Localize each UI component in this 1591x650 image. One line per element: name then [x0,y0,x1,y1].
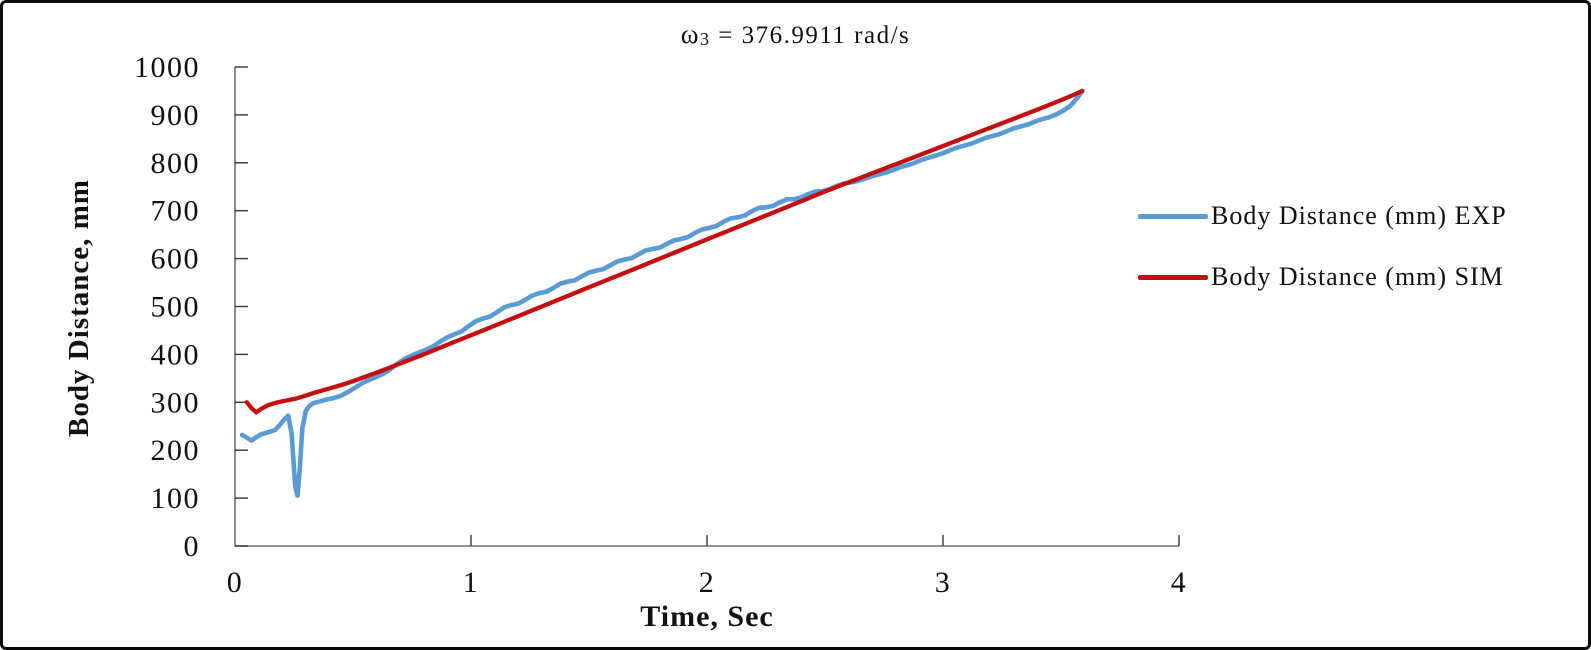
series-line-exp [239,88,1085,498]
legend-line-sim-icon [1138,274,1208,280]
legend-item-sim: Body Distance (mm) SIM [1138,261,1507,293]
chart-title: ω3 = 376.9911 rad/s [3,19,1588,50]
legend-label-exp: Body Distance (mm) EXP [1211,201,1507,230]
y-tick-label: 1000 [134,51,200,84]
title-omega: ω [680,19,700,49]
x-tick-label: 3 [935,566,952,599]
y-tick-label: 100 [151,482,201,515]
y-tick-label: 800 [151,147,201,180]
x-axis-title: Time, Sec [640,600,774,633]
y-tick-label: 200 [151,434,201,467]
series-line-sim [244,88,1085,415]
legend-label-sim: Body Distance (mm) SIM [1211,262,1504,291]
x-tick-label: 1 [463,566,480,599]
legend: Body Distance (mm) EXP Body Distance (mm… [1138,200,1507,322]
axis-lines [234,67,1179,547]
x-tick-label: 4 [1171,566,1188,599]
y-axis-title: Body Distance, mm [63,179,95,437]
x-tick-label: 0 [227,566,244,599]
y-tick-label: 900 [151,99,201,132]
x-tick-label: 2 [699,566,716,599]
y-tick-label: 700 [151,195,201,228]
y-tick-label: 400 [151,338,201,371]
y-tick-label: 500 [151,291,201,324]
y-tick-label: 600 [151,243,201,276]
y-tick-label: 0 [184,530,201,563]
chart-plot-area: 0 100 200 300 400 500 600 700 800 900 1000 0 1 2 3 4 [134,51,1188,599]
legend-item-exp: Body Distance (mm) EXP [1138,200,1507,232]
y-tick-label: 300 [151,386,201,419]
title-subscript: 3 [700,29,711,49]
legend-line-exp-icon [1138,213,1208,219]
title-text: = 376.9911 rad/s [710,22,911,49]
